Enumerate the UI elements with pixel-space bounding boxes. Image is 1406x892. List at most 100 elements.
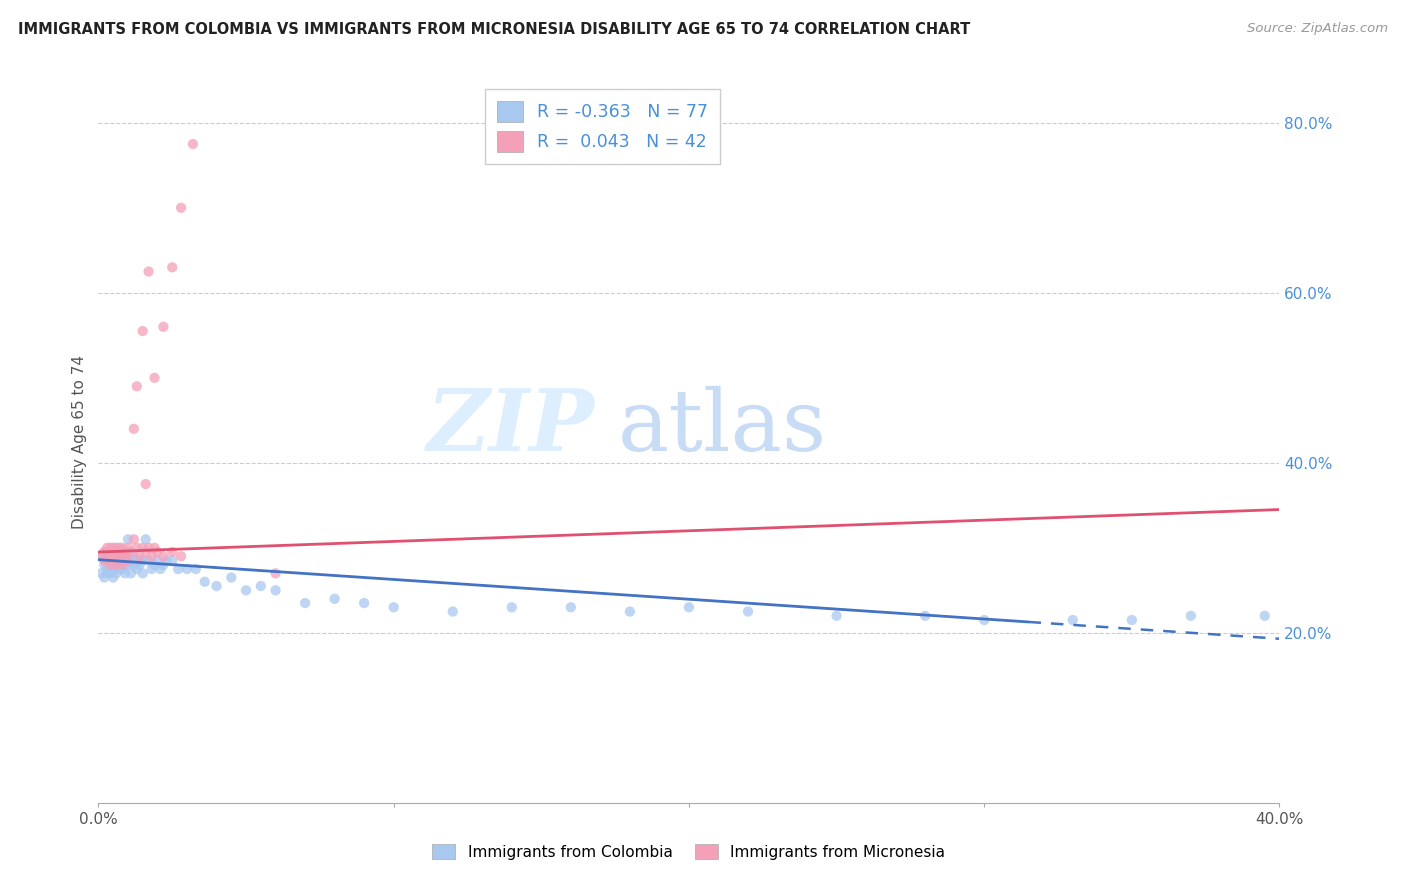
Point bbox=[1121, 613, 1143, 627]
Point bbox=[194, 574, 217, 589]
Point bbox=[120, 545, 142, 559]
Point bbox=[143, 558, 166, 572]
Point bbox=[105, 549, 128, 564]
Point bbox=[170, 201, 193, 215]
Point bbox=[108, 545, 131, 559]
Point bbox=[108, 553, 131, 567]
Point bbox=[122, 533, 145, 547]
Point bbox=[117, 545, 139, 559]
Point bbox=[176, 562, 198, 576]
Point bbox=[103, 562, 125, 576]
Point bbox=[141, 549, 163, 564]
Point bbox=[167, 562, 190, 576]
Point bbox=[103, 541, 125, 555]
Point bbox=[90, 566, 112, 581]
Point bbox=[96, 566, 118, 581]
Point bbox=[135, 545, 157, 559]
Point bbox=[125, 562, 148, 576]
Point bbox=[108, 545, 131, 559]
Point bbox=[96, 553, 118, 567]
Point bbox=[90, 549, 112, 564]
Point bbox=[98, 558, 121, 572]
Point bbox=[98, 558, 121, 572]
Point bbox=[120, 553, 142, 567]
Point bbox=[93, 570, 115, 584]
Point bbox=[382, 600, 405, 615]
Point bbox=[96, 541, 118, 555]
Point bbox=[132, 553, 155, 567]
Point bbox=[114, 553, 136, 567]
Point bbox=[120, 566, 142, 581]
Point bbox=[1062, 613, 1084, 627]
Text: Source: ZipAtlas.com: Source: ZipAtlas.com bbox=[1247, 22, 1388, 36]
Point bbox=[93, 553, 115, 567]
Point bbox=[146, 553, 169, 567]
Point bbox=[141, 562, 163, 576]
Point bbox=[103, 570, 125, 584]
Point bbox=[103, 553, 125, 567]
Point bbox=[105, 541, 128, 555]
Point bbox=[132, 541, 155, 555]
Point bbox=[501, 600, 523, 615]
Point bbox=[138, 264, 160, 278]
Point bbox=[111, 545, 134, 559]
Point bbox=[117, 541, 139, 555]
Point bbox=[105, 558, 128, 572]
Point bbox=[98, 549, 121, 564]
Point bbox=[149, 562, 172, 576]
Point bbox=[155, 553, 177, 567]
Point bbox=[143, 371, 166, 385]
Point bbox=[162, 553, 183, 567]
Point bbox=[181, 136, 204, 151]
Point bbox=[117, 553, 139, 567]
Point bbox=[264, 566, 287, 581]
Point bbox=[111, 558, 134, 572]
Point bbox=[122, 549, 145, 564]
Point bbox=[1254, 608, 1277, 623]
Point bbox=[152, 558, 174, 572]
Text: ZIP: ZIP bbox=[426, 385, 595, 469]
Point bbox=[114, 545, 136, 559]
Point bbox=[103, 545, 125, 559]
Point bbox=[105, 566, 128, 581]
Point bbox=[114, 549, 136, 564]
Point bbox=[111, 553, 134, 567]
Point bbox=[98, 545, 121, 559]
Point bbox=[128, 549, 150, 564]
Text: atlas: atlas bbox=[619, 385, 827, 468]
Point bbox=[117, 558, 139, 572]
Point bbox=[162, 260, 183, 275]
Point bbox=[90, 549, 112, 564]
Point bbox=[152, 319, 174, 334]
Point bbox=[184, 562, 207, 576]
Point bbox=[973, 613, 995, 627]
Point bbox=[105, 558, 128, 572]
Point bbox=[678, 600, 700, 615]
Point bbox=[128, 558, 150, 572]
Point bbox=[125, 553, 148, 567]
Point bbox=[132, 566, 155, 581]
Point bbox=[93, 545, 115, 559]
Point bbox=[125, 541, 148, 555]
Point bbox=[1180, 608, 1202, 623]
Point bbox=[128, 553, 150, 567]
Point bbox=[323, 591, 346, 606]
Point bbox=[105, 549, 128, 564]
Legend: Immigrants from Colombia, Immigrants from Micronesia: Immigrants from Colombia, Immigrants fro… bbox=[425, 836, 953, 867]
Point bbox=[96, 553, 118, 567]
Point bbox=[96, 545, 118, 559]
Point bbox=[111, 562, 134, 576]
Point bbox=[235, 583, 257, 598]
Point bbox=[135, 533, 157, 547]
Point bbox=[737, 605, 759, 619]
Point bbox=[138, 553, 160, 567]
Point bbox=[114, 566, 136, 581]
Point bbox=[825, 608, 848, 623]
Point bbox=[111, 549, 134, 564]
Point bbox=[250, 579, 273, 593]
Point bbox=[152, 549, 174, 564]
Point bbox=[170, 549, 193, 564]
Point bbox=[93, 558, 115, 572]
Point bbox=[132, 324, 155, 338]
Point bbox=[619, 605, 641, 619]
